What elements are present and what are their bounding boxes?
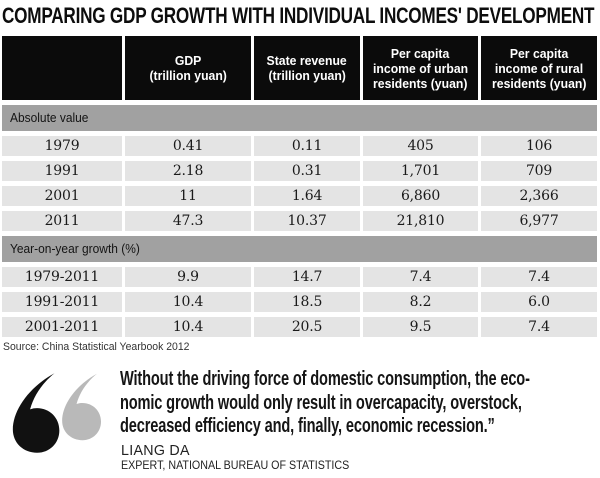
table-cell: 405 <box>363 136 478 156</box>
source-note: Source: China Statistical Yearbook 2012 <box>3 341 190 353</box>
column-header: Per capita income of rural residents (yuan… <box>481 36 597 100</box>
table-cell: 6,977 <box>481 211 597 231</box>
page-title: COMPARING GDP GROWTH WITH INDIVIDUAL INC… <box>2 3 595 28</box>
table-cell: 7.4 <box>481 317 597 337</box>
quote-author-title: EXPERT, NATIONAL BUREAU OF STATISTICS <box>121 460 350 472</box>
table-cell: 6.0 <box>481 292 597 312</box>
column-header: State revenue (trillion yuan) <box>254 36 360 100</box>
table-cell: 10.4 <box>125 292 251 312</box>
table-cell: 9.9 <box>125 267 251 287</box>
quote-text: Without the driving force of domestic co… <box>120 368 600 439</box>
table-cell: 6,860 <box>363 186 478 206</box>
table-cell: 2,366 <box>481 186 597 206</box>
table-cell: 10.37 <box>254 211 360 231</box>
column-header: GDP (trillion yuan) <box>125 36 251 100</box>
table-cell: 10.4 <box>125 317 251 337</box>
row-label: 1991 <box>2 161 122 181</box>
table-cell: 11 <box>125 186 251 206</box>
quote-line: decreased efficiency and, finally, econo… <box>120 415 495 437</box>
quote-line: nomic growth would only result in overca… <box>120 391 522 414</box>
table-cell: 7.4 <box>481 267 597 287</box>
row-label: 2011 <box>2 211 122 231</box>
table-cell: 0.41 <box>125 136 251 156</box>
row-label: 1979-2011 <box>2 267 122 287</box>
quote-line: Without the driving force of domestic co… <box>120 368 530 390</box>
table-cell: 2.18 <box>125 161 251 181</box>
quote-author: LIANG DA <box>121 442 190 459</box>
table-cell: 1.64 <box>254 186 360 206</box>
table-cell: 14.7 <box>254 267 360 287</box>
quote-comma-gray-icon <box>62 373 101 441</box>
row-label: 2001 <box>2 186 122 206</box>
column-header: Per capita income of urban residents (yuan… <box>363 36 478 100</box>
opening-quote-icon <box>8 371 124 457</box>
quote-comma-black-icon <box>12 373 60 453</box>
table-cell: 709 <box>481 161 597 181</box>
row-label: 1979 <box>2 136 122 156</box>
table-cell: 21,810 <box>363 211 478 231</box>
section-header: Year-on-year growth (%) <box>2 236 597 262</box>
table-cell: 8.2 <box>363 292 478 312</box>
data-table: GDP (trillion yuan) State revenue (trillion… <box>2 36 597 337</box>
section-header: Absolute value <box>2 105 597 131</box>
table-cell: 1,701 <box>363 161 478 181</box>
table-cell: 0.11 <box>254 136 360 156</box>
table-cell: 18.5 <box>254 292 360 312</box>
table-cell: 0.31 <box>254 161 360 181</box>
table-cell: 47.3 <box>125 211 251 231</box>
column-header <box>2 36 122 100</box>
row-label: 2001-2011 <box>2 317 122 337</box>
row-label: 1991-2011 <box>2 292 122 312</box>
table-cell: 7.4 <box>363 267 478 287</box>
table-cell: 106 <box>481 136 597 156</box>
table-cell: 9.5 <box>363 317 478 337</box>
table-cell: 20.5 <box>254 317 360 337</box>
